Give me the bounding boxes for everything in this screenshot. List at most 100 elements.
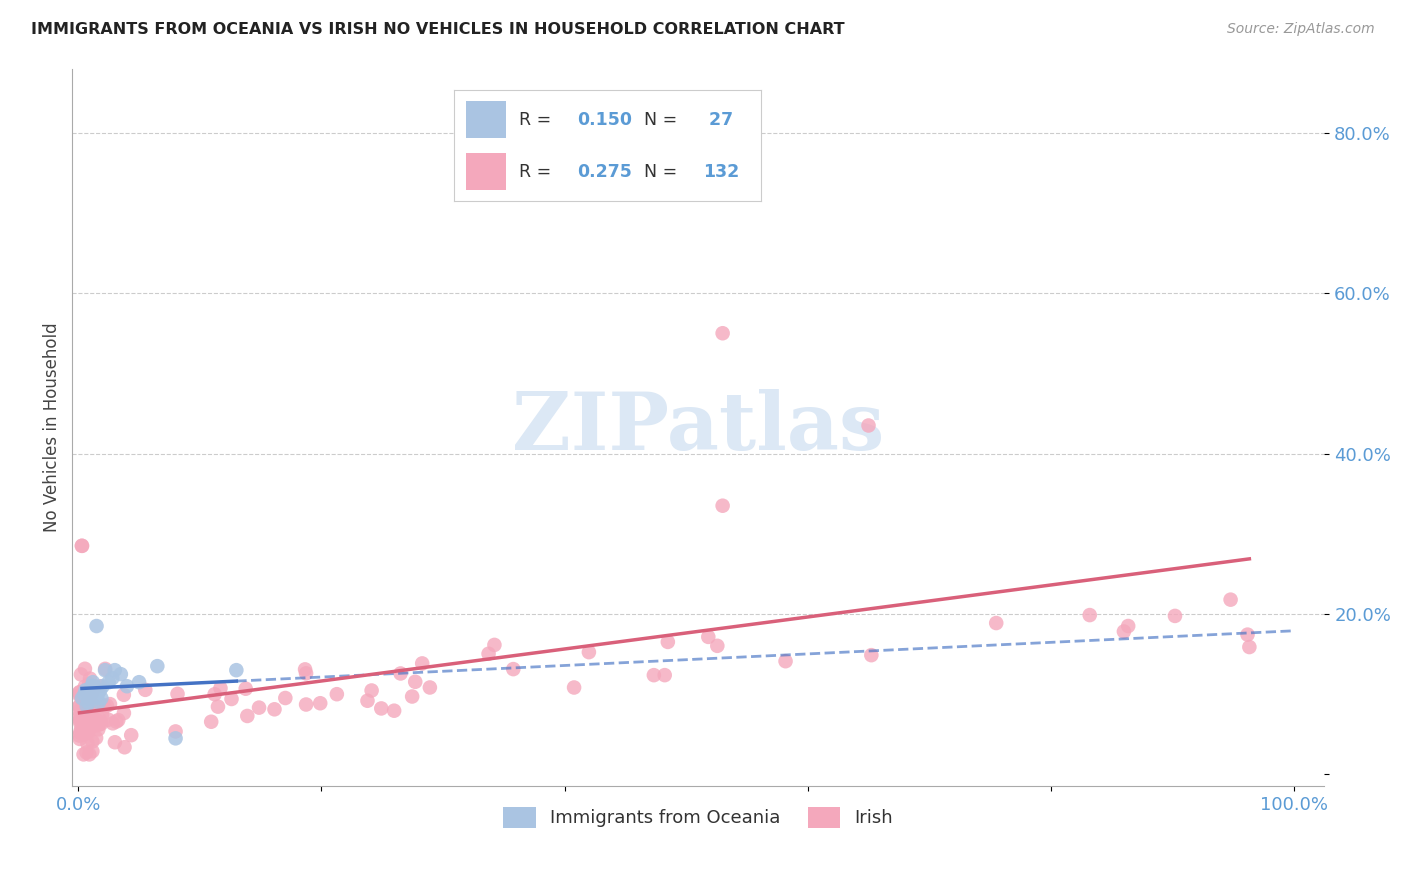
Point [72, 726, 94, 740]
Point [76, 705, 98, 719]
Point [112, 706, 135, 720]
Point [80, 709, 103, 723]
Point [104, 735, 127, 749]
Point [72, 747, 94, 762]
Point [69, 714, 91, 728]
Point [84, 699, 107, 714]
Point [1236, 627, 1258, 641]
Point [77, 691, 100, 706]
Point [274, 691, 297, 706]
Point [69, 699, 91, 714]
Point [69, 686, 91, 700]
Point [200, 714, 222, 729]
Point [89, 683, 111, 698]
Point [70, 539, 93, 553]
Point [326, 687, 349, 701]
Point [165, 724, 187, 739]
Point [247, 700, 270, 714]
Point [294, 662, 316, 676]
Point [112, 688, 135, 702]
Point [84, 731, 107, 745]
Point [76, 736, 98, 750]
Point [654, 668, 676, 682]
Point [101, 716, 124, 731]
Point [775, 654, 797, 668]
Point [105, 714, 128, 729]
Point [69, 705, 91, 719]
Point [115, 679, 138, 693]
Point [94, 662, 117, 676]
Point [114, 740, 136, 755]
Point [76, 705, 98, 719]
Point [72, 698, 94, 713]
Point [97, 713, 120, 727]
Point [76, 716, 98, 731]
Point [711, 326, 734, 341]
Point [419, 681, 441, 695]
Point [75, 683, 97, 698]
Point [94, 663, 117, 677]
Point [209, 681, 232, 696]
Point [89, 717, 111, 731]
Point [1116, 619, 1139, 633]
Point [96, 698, 118, 713]
Point [89, 712, 111, 726]
Point [80, 682, 103, 697]
Point [69, 709, 91, 723]
Point [562, 681, 585, 695]
Point [79, 720, 101, 734]
Point [70, 725, 93, 739]
Point [360, 683, 382, 698]
Point [225, 663, 247, 677]
Point [72, 707, 94, 722]
Point [69, 688, 91, 702]
Y-axis label: No Vehicles in Household: No Vehicles in Household [44, 323, 60, 533]
Point [643, 668, 665, 682]
Point [165, 731, 187, 746]
Point [70, 723, 93, 737]
Point [295, 698, 318, 712]
Point [70, 667, 93, 681]
Point [84, 691, 107, 706]
Point [70, 691, 93, 706]
Point [73, 727, 96, 741]
Point [986, 615, 1008, 630]
Point [76, 723, 98, 737]
Point [236, 709, 259, 723]
Point [120, 728, 142, 742]
Point [711, 166, 734, 180]
Point [1078, 608, 1101, 623]
Point [146, 659, 169, 673]
Legend: Immigrants from Oceania, Irish: Immigrants from Oceania, Irish [496, 799, 900, 835]
Point [75, 701, 97, 715]
Point [75, 713, 97, 727]
Point [657, 635, 679, 649]
Point [73, 704, 96, 718]
Point [82, 675, 104, 690]
Point [86, 619, 108, 633]
Point [69, 716, 91, 731]
Point [77, 724, 100, 739]
Point [69, 689, 91, 703]
Point [87, 723, 110, 737]
Point [389, 666, 412, 681]
Point [77, 677, 100, 691]
Point [1112, 624, 1135, 639]
Point [221, 692, 243, 706]
Point [204, 687, 226, 701]
Point [73, 687, 96, 701]
Point [76, 746, 98, 760]
Point [91, 679, 114, 693]
Point [69, 685, 91, 699]
Point [87, 687, 110, 701]
Point [706, 639, 728, 653]
Point [70, 539, 93, 553]
Point [401, 690, 423, 704]
Point [858, 418, 880, 433]
Point [86, 718, 108, 732]
Point [235, 681, 257, 696]
Point [87, 695, 110, 709]
Point [72, 714, 94, 729]
Point [73, 706, 96, 721]
Point [69, 699, 91, 714]
